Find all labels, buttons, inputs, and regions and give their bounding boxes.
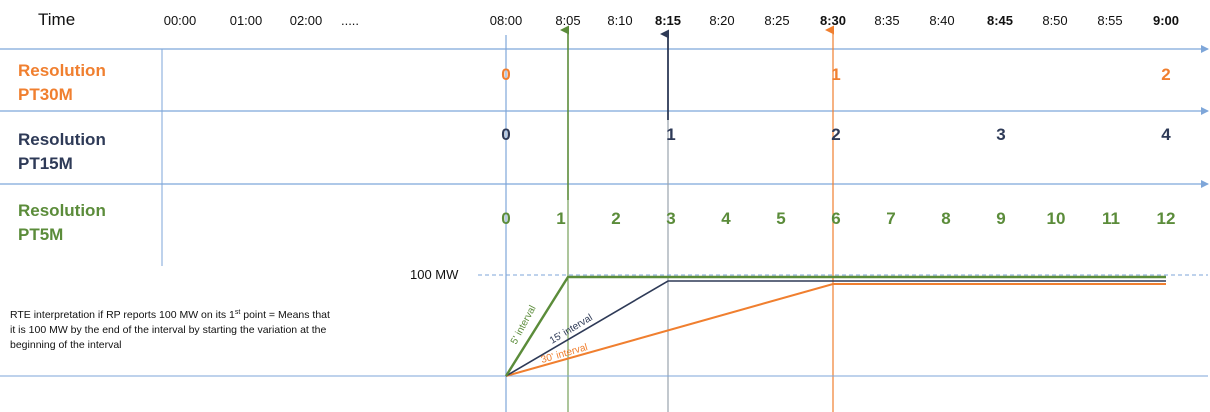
ramp-30min-label: 30' interval [540,342,589,366]
time-tick: 8:25 [764,13,789,28]
row-number: 1 [666,125,675,144]
row-number: 1 [831,65,840,84]
row-number: 0 [501,65,510,84]
time-tick: 8:05 [555,13,580,28]
ramp-5min-line [504,275,1166,377]
time-tick: 01:00 [230,13,263,28]
row-number: 11 [1102,209,1120,228]
time-tick: 00:00 [164,13,197,28]
row-label-pt30m-line2: PT30M [18,85,73,104]
time-tick: 02:00 [290,13,323,28]
row-numbers: 0 1 20 1 2 3 40 1 2 3 4 5 6 7 8 9 10 11 12 [501,65,1175,228]
time-axis-ticks: 00:00 01:00 02:00..... 08:00 8:05 8:10 8:15 8:2… [164,13,1179,28]
time-label: Time [38,10,75,29]
time-tick: 8:55 [1097,13,1122,28]
row-number: 2 [611,209,620,228]
row-label-pt15m-line1: Resolution [18,130,106,149]
row-number: 3 [666,209,675,228]
row-number: 2 [1161,65,1170,84]
rte-note-line2: it is 100 MW by the end of the interval … [10,324,326,336]
row-number: 12 [1157,209,1176,228]
rte-note-line1: RTE interpretation if RP reports 100 MW … [10,309,330,321]
row-label-pt5m-line2: PT5M [18,225,63,244]
row-number: 10 [1047,209,1066,228]
row-number: 0 [501,125,510,144]
row-number: 1 [556,209,565,228]
time-tick: 8:35 [874,13,899,28]
row-number: 2 [831,125,840,144]
time-tick: 8:50 [1042,13,1067,28]
row-number: 7 [886,209,895,228]
row-label-pt30m-line1: Resolution [18,61,106,80]
time-tick: 8:10 [607,13,632,28]
ramp-15min-line [505,280,1166,377]
row-number: 4 [1161,125,1171,144]
row-number: 3 [996,125,1005,144]
time-tick: 8:30 [820,13,846,28]
time-tick: ..... [341,13,359,28]
level-100mw-label: 100 MW [410,267,459,282]
row-number: 6 [831,209,840,228]
time-tick: 8:20 [709,13,734,28]
ramp-5min-label: 5' interval [509,304,539,347]
time-tick: 8:40 [929,13,954,28]
time-tick: 08:00 [490,13,523,28]
row-number: 0 [501,209,510,228]
time-tick: 8:15 [655,13,681,28]
row-number: 5 [776,209,785,228]
row-label-pt5m-line1: Resolution [18,201,106,220]
row-number: 9 [996,209,1005,228]
ramp-15min-label: 15' interval [548,312,595,346]
ramp-30min-line [505,283,1166,377]
row-number: 4 [721,209,731,228]
rte-note-line3: beginning of the interval [10,339,122,351]
time-tick: 8:45 [987,13,1013,28]
row-label-pt15m-line2: PT15M [18,154,73,173]
row-number: 8 [941,209,950,228]
time-tick: 9:00 [1153,13,1179,28]
